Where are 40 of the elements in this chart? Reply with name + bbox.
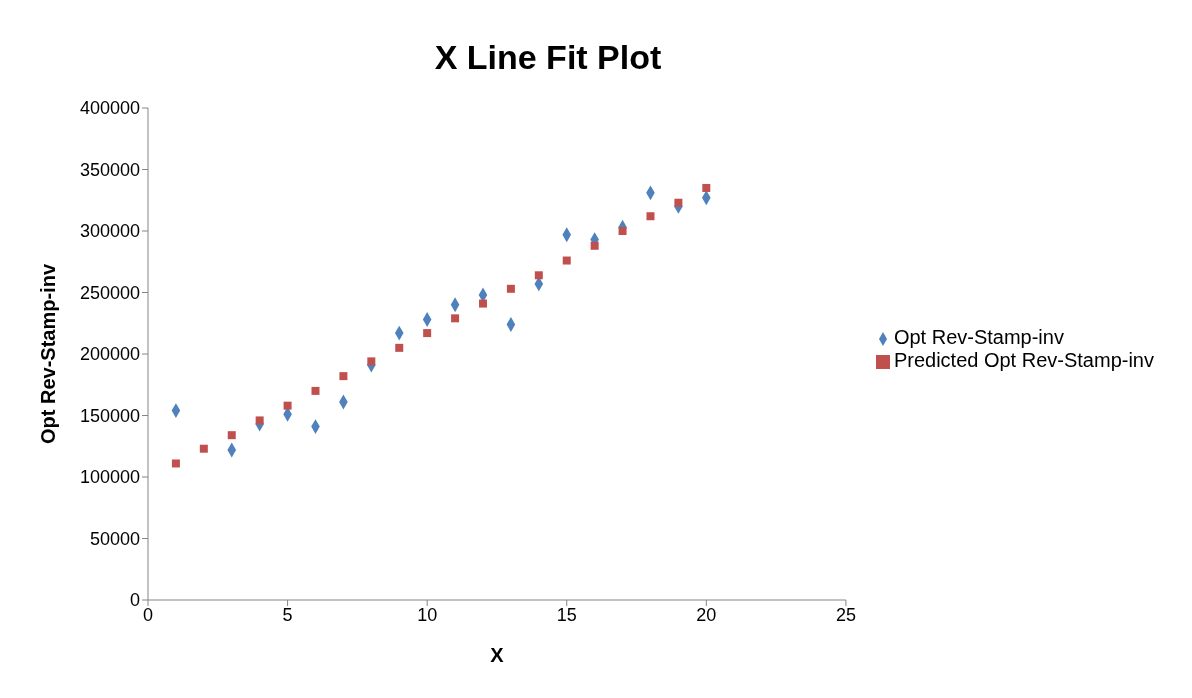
- legend-label: Opt Rev-Stamp-inv: [893, 326, 1064, 348]
- point: [506, 284, 515, 293]
- point: [702, 183, 711, 192]
- x-tick-label: 10: [417, 604, 438, 625]
- y-tick-label: 200000: [79, 344, 140, 365]
- chart-title: X Line Fit Plot: [433, 38, 663, 77]
- x-axis-title: X: [490, 644, 505, 666]
- point: [199, 444, 208, 453]
- point: [227, 431, 236, 440]
- legend-label: Predicted Opt Rev-Stamp-inv: [893, 349, 1154, 371]
- y-tick-label: 50000: [89, 528, 140, 549]
- point: [562, 256, 571, 265]
- point: [283, 401, 292, 410]
- y-axis-title: Opt Rev-Stamp-inv: [37, 263, 60, 445]
- y-tick-label: 150000: [79, 405, 140, 426]
- point: [618, 227, 627, 235]
- y-tick-label: 250000: [79, 282, 140, 303]
- x-tick-label: 15: [556, 604, 577, 625]
- point: [590, 241, 599, 250]
- point: [423, 329, 432, 338]
- x-tick-label: 25: [835, 604, 856, 625]
- point: [311, 386, 320, 395]
- x-tick-label: 5: [282, 604, 293, 625]
- y-tick-label: 400000: [79, 98, 140, 119]
- y-tick-label: 100000: [79, 467, 140, 488]
- y-tick-label: 300000: [79, 221, 140, 242]
- point: [451, 314, 460, 323]
- y-tick-label: 350000: [79, 159, 140, 180]
- point: [171, 459, 180, 468]
- point: [534, 271, 543, 280]
- y-tick-label: 0: [129, 590, 140, 611]
- point: [646, 212, 655, 221]
- x-tick-label: 20: [696, 604, 717, 625]
- point: [674, 198, 683, 207]
- x-tick-label: 0: [142, 604, 154, 625]
- point: [255, 416, 264, 425]
- point: [478, 299, 487, 308]
- point: [339, 372, 348, 381]
- point: [367, 357, 376, 366]
- point: [395, 343, 404, 352]
